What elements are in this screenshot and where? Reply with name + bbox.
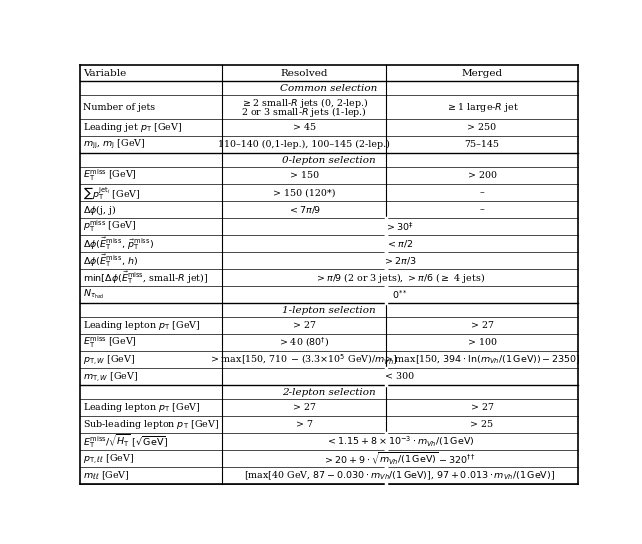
Text: > 150 (120*): > 150 (120*) xyxy=(273,188,335,197)
Text: $0^{**}$: $0^{**}$ xyxy=(392,288,408,301)
Text: $> 30^{\ddagger}$: $> 30^{\ddagger}$ xyxy=(385,220,415,233)
Text: > 7: > 7 xyxy=(296,420,313,429)
Text: $\min[\Delta\phi(\vec{E}_{\mathrm{T}}^{\mathrm{miss}}$, small-$R$ jet)]: $\min[\Delta\phi(\vec{E}_{\mathrm{T}}^{\… xyxy=(83,269,209,286)
Text: [max[40 GeV, $87 - 0.030\cdot m_{Vh}/(1\,\mathrm{GeV})$], $97 + 0.013\cdot m_{Vh: [max[40 GeV, $87 - 0.030\cdot m_{Vh}/(1\… xyxy=(245,469,555,482)
Text: $\geq$2 small-$R$ jets (0, 2-lep.): $\geq$2 small-$R$ jets (0, 2-lep.) xyxy=(241,96,368,109)
Text: Variable: Variable xyxy=(83,69,126,78)
Text: $p_{\mathrm{T},\ell\ell}$ [GeV]: $p_{\mathrm{T},\ell\ell}$ [GeV] xyxy=(83,452,134,466)
Text: $\geq$1 large-$R$ jet: $\geq$1 large-$R$ jet xyxy=(446,101,519,114)
Text: Number of jets: Number of jets xyxy=(83,103,155,112)
Text: Merged: Merged xyxy=(462,69,503,78)
Text: > 27: > 27 xyxy=(293,321,316,330)
Text: $\sum p_{\mathrm{T}}^{\mathrm{jet}_i}$ [GeV]: $\sum p_{\mathrm{T}}^{\mathrm{jet}_i}$ [… xyxy=(83,185,141,201)
Text: 1-lepton selection: 1-lepton selection xyxy=(282,306,376,314)
Text: –: – xyxy=(480,205,485,214)
Text: > 27: > 27 xyxy=(471,403,494,412)
Text: > 150: > 150 xyxy=(290,171,318,180)
Text: $p_{\mathrm{T}}^{\mathrm{miss}}$ [GeV]: $p_{\mathrm{T}}^{\mathrm{miss}}$ [GeV] xyxy=(83,219,137,234)
Text: $\Delta\phi(\vec{E}_{\mathrm{T}}^{\mathrm{miss}},\,h)$: $\Delta\phi(\vec{E}_{\mathrm{T}}^{\mathr… xyxy=(83,252,139,269)
Text: > 250: > 250 xyxy=(467,123,496,132)
Text: $> 2\pi/3$: $> 2\pi/3$ xyxy=(383,255,417,266)
Text: $< 7\pi/9$: $< 7\pi/9$ xyxy=(288,204,320,215)
Text: < 300: < 300 xyxy=(385,372,415,381)
Text: > max[150, 710 $-$ (3.3$\times$10$^5$ GeV)/$m_{Vh}$]: > max[150, 710 $-$ (3.3$\times$10$^5$ Ge… xyxy=(211,353,398,367)
Text: $> 20 + 9\cdot\sqrt{m_{Vh}/(1\,\mathrm{GeV})} - 320^{\dagger\dagger}$: $> 20 + 9\cdot\sqrt{m_{Vh}/(1\,\mathrm{G… xyxy=(324,450,476,467)
Text: Common selection: Common selection xyxy=(281,84,377,93)
Text: $p_{\mathrm{T},W}$ [GeV]: $p_{\mathrm{T},W}$ [GeV] xyxy=(83,353,135,367)
Text: $E_{\mathrm{T}}^{\mathrm{miss}}$ [GeV]: $E_{\mathrm{T}}^{\mathrm{miss}}$ [GeV] xyxy=(83,168,137,183)
Text: $m_{\mathrm{jj}}$, $m_{\mathrm{J}}$ [GeV]: $m_{\mathrm{jj}}$, $m_{\mathrm{J}}$ [GeV… xyxy=(83,138,146,151)
Text: $\Delta\phi$(j, j): $\Delta\phi$(j, j) xyxy=(83,203,117,217)
Text: > max[150, $394\cdot\ln(m_{Vh}/(1\,\mathrm{GeV})) - 2350$]: > max[150, $394\cdot\ln(m_{Vh}/(1\,\math… xyxy=(384,354,580,366)
Text: > 200: > 200 xyxy=(467,171,496,180)
Text: > 27: > 27 xyxy=(471,321,494,330)
Text: 0-lepton selection: 0-lepton selection xyxy=(282,156,376,165)
Text: Leading lepton $p_{\mathrm{T}}$ [GeV]: Leading lepton $p_{\mathrm{T}}$ [GeV] xyxy=(83,319,200,332)
Text: > 27: > 27 xyxy=(293,403,316,412)
Text: $< \pi/2$: $< \pi/2$ xyxy=(386,238,413,249)
Text: $> \pi/9$ (2 or 3 jets), $> \pi/6$ ($\geq$ 4 jets): $> \pi/9$ (2 or 3 jets), $> \pi/6$ ($\ge… xyxy=(315,271,485,285)
Text: $E_{\mathrm{T}}^{\mathrm{miss}}/\sqrt{H_{\mathrm{T}}}$ [$\sqrt{\mathrm{GeV}}$]: $E_{\mathrm{T}}^{\mathrm{miss}}/\sqrt{H_… xyxy=(83,433,169,450)
Text: $m_{\ell\ell}$ [GeV]: $m_{\ell\ell}$ [GeV] xyxy=(83,469,130,482)
Text: $N_{\tau_{\mathrm{had}}}$: $N_{\tau_{\mathrm{had}}}$ xyxy=(83,288,105,301)
Text: $\Delta\phi(\vec{E}_{\mathrm{T}}^{\mathrm{miss}},\,\vec{p}_{\mathrm{T}}^{\mathrm: $\Delta\phi(\vec{E}_{\mathrm{T}}^{\mathr… xyxy=(83,236,154,252)
Text: > 40 ($80^{\dagger}$): > 40 ($80^{\dagger}$) xyxy=(279,336,329,349)
Text: > 45: > 45 xyxy=(293,123,316,132)
Text: > 100: > 100 xyxy=(467,338,496,347)
Text: Leading lepton $p_{\mathrm{T}}$ [GeV]: Leading lepton $p_{\mathrm{T}}$ [GeV] xyxy=(83,401,200,414)
Text: Resolved: Resolved xyxy=(281,69,328,78)
Text: 75–145: 75–145 xyxy=(465,140,499,149)
Text: Sub-leading lepton $p_{\mathrm{T}}$ [GeV]: Sub-leading lepton $p_{\mathrm{T}}$ [GeV… xyxy=(83,418,220,431)
Text: 110–140 (0,1-lep.), 100–145 (2-lep.): 110–140 (0,1-lep.), 100–145 (2-lep.) xyxy=(218,140,390,149)
Text: $E_{\mathrm{T}}^{\mathrm{miss}}$ [GeV]: $E_{\mathrm{T}}^{\mathrm{miss}}$ [GeV] xyxy=(83,335,137,350)
Text: $< 1.15 + 8\times10^{-3}\cdot m_{Vh}/(1\,\mathrm{GeV})$: $< 1.15 + 8\times10^{-3}\cdot m_{Vh}/(1\… xyxy=(325,435,474,449)
Text: > 25: > 25 xyxy=(471,420,494,429)
Text: Leading jet $p_{\mathrm{T}}$ [GeV]: Leading jet $p_{\mathrm{T}}$ [GeV] xyxy=(83,121,182,134)
Text: $m_{\mathrm{T},W}$ [GeV]: $m_{\mathrm{T},W}$ [GeV] xyxy=(83,370,139,384)
Text: 2 or 3 small-$R$ jets (1-lep.): 2 or 3 small-$R$ jets (1-lep.) xyxy=(241,105,367,119)
Text: 2-lepton selection: 2-lepton selection xyxy=(282,388,376,397)
Text: –: – xyxy=(480,188,485,197)
